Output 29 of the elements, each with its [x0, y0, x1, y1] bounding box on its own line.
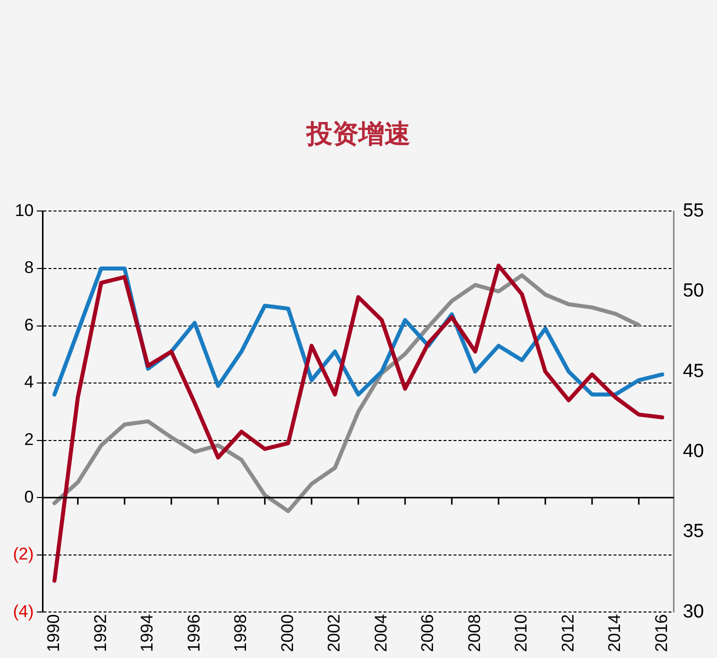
y-tick-label: 2	[24, 430, 34, 450]
x-tick-label: 2016	[652, 614, 671, 652]
x-tick-label: 2010	[512, 614, 531, 652]
x-tick-label: 2012	[558, 614, 578, 652]
x-tick-label: 1992	[90, 614, 110, 652]
x-tick-label: 2006	[418, 614, 438, 652]
x-tick-label: 1996	[184, 614, 204, 652]
x-tick-label: 1998	[231, 614, 250, 652]
y2-tick-label: 40	[682, 441, 704, 462]
y-tick-label: (4)	[12, 602, 34, 621]
y2-tick-label: 45	[682, 360, 704, 382]
y2-tick-label: 30	[682, 601, 704, 622]
y-tick-label: 8	[24, 258, 34, 278]
x-tick-label: 2008	[464, 614, 484, 652]
chart-title: 投资增速	[306, 119, 410, 150]
x-tick-label: 1994	[138, 614, 157, 652]
y-tick-label: 4	[24, 372, 34, 392]
y2-tick-label: 35	[682, 521, 704, 542]
y-tick-label: 6	[24, 315, 34, 334]
y-tick-label: 10	[14, 200, 34, 220]
x-tick-label: 2014	[605, 614, 624, 652]
y-tick-label: (2)	[12, 544, 34, 564]
y2-tick-label: 55	[682, 200, 704, 222]
x-tick-label: 2004	[371, 614, 390, 652]
x-tick-label: 2002	[324, 614, 344, 652]
x-tick-label: 2000	[278, 614, 297, 652]
y-tick-label: 0	[24, 487, 34, 506]
y2-tick-label: 50	[682, 280, 704, 302]
x-tick-label: 1990	[44, 614, 64, 652]
